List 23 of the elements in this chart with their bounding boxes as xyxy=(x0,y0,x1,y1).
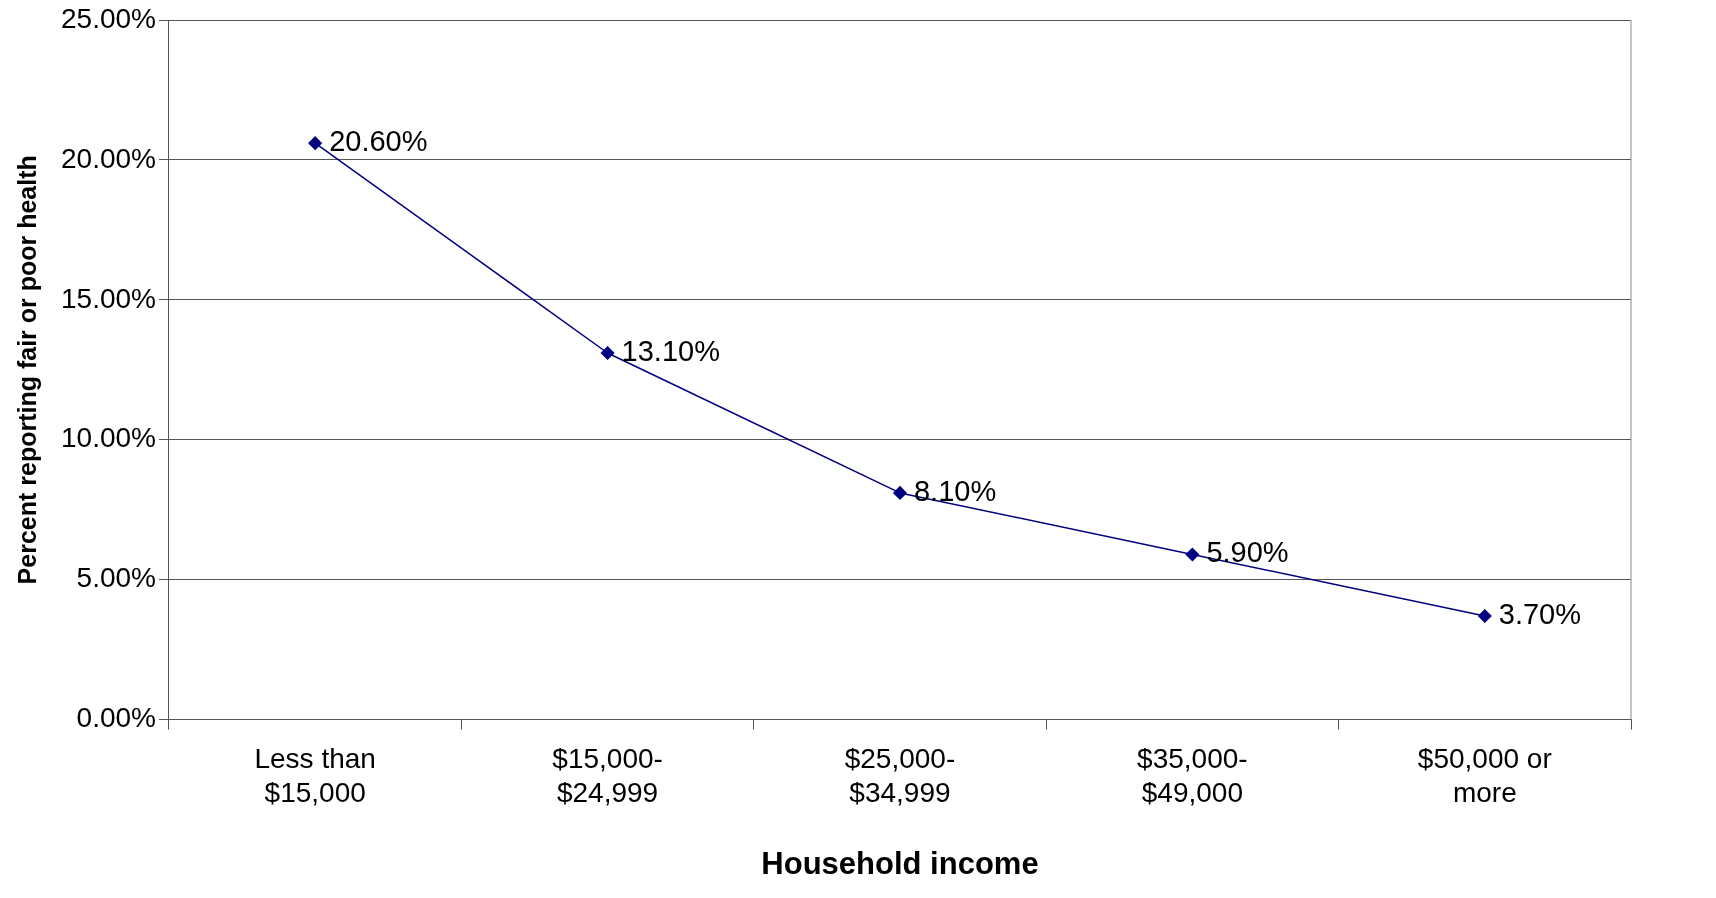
point xyxy=(600,346,615,360)
point xyxy=(308,136,322,150)
data-label: 5.90% xyxy=(1206,536,1289,569)
point xyxy=(1185,547,1200,562)
y-tick-label: 20.00% xyxy=(61,142,156,174)
x-axis-title: Household income xyxy=(761,845,1039,881)
y-tick-label: 10.00% xyxy=(61,422,156,454)
data-label: 20.60% xyxy=(329,125,428,158)
data-label: 13.10% xyxy=(621,335,720,368)
x-tick-label: $25,000- $34,999 xyxy=(844,743,956,808)
x-tick-label: Less than $15,000 xyxy=(254,743,376,808)
x-tick-label: $50,000 or more xyxy=(1417,743,1552,808)
data-label: 8.10% xyxy=(913,474,997,507)
y-tick-label: 0.00% xyxy=(76,702,156,734)
y-axis-title: Percent reporting fair or poor health xyxy=(12,155,41,585)
x-tick-label: $35,000- $49,000 xyxy=(1137,743,1248,808)
y-tick-label: 25.00% xyxy=(61,2,156,34)
point xyxy=(893,486,907,500)
y-tick-label: 5.00% xyxy=(76,562,156,594)
data-label: 3.70% xyxy=(1498,598,1582,631)
point xyxy=(1478,609,1492,623)
x-tick-label: $15,000- $24,999 xyxy=(552,743,663,808)
y-tick-label: 15.00% xyxy=(61,282,156,314)
